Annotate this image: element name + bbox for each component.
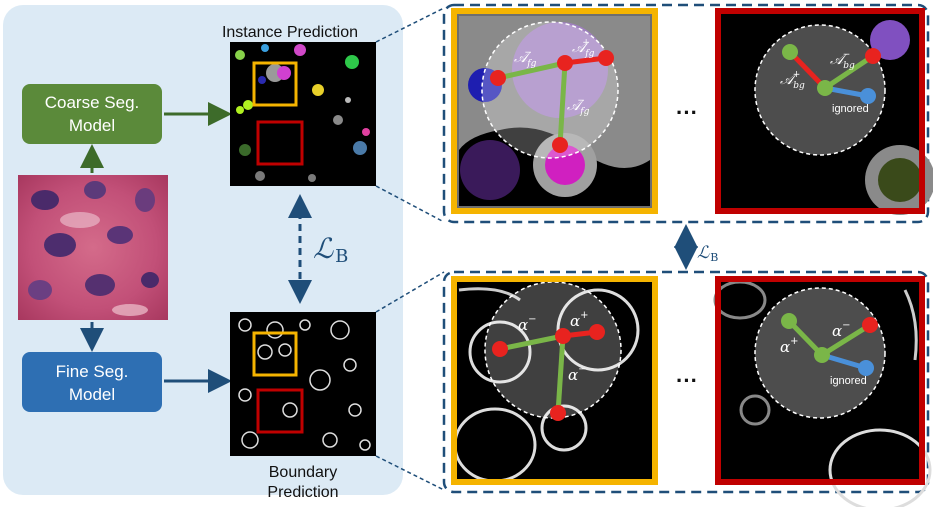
svg-text:𝒜fg−: 𝒜fg− <box>567 96 590 117</box>
zoom-panel-instance <box>442 3 930 224</box>
svg-text:α+: α+ <box>780 336 799 356</box>
ignored-label-top: ignored <box>832 103 869 115</box>
coarse-model-label-1: Coarse Seg. <box>45 93 140 112</box>
boundary-prediction-title-2: Prediction <box>267 484 338 501</box>
svg-text:𝒜fg−: 𝒜fg− <box>514 48 537 69</box>
ellipsis-top: ··· <box>676 100 698 125</box>
fine-model-label-1: Fine Seg. <box>56 362 129 381</box>
svg-text:α+: α+ <box>570 310 589 330</box>
svg-text:𝒜fg+: 𝒜fg+ <box>572 38 595 59</box>
histology-image <box>18 175 168 320</box>
svg-text:α−: α− <box>568 364 587 384</box>
instance-zoom-bg: 𝒜bg+ 𝒜bg− ignored <box>715 8 933 215</box>
fine-seg-model-box: Fine Seg. Model <box>22 352 162 412</box>
boundary-prediction-title-1: Boundary <box>269 464 338 481</box>
boundary-zoom-fg: α− α+ α− <box>451 276 658 485</box>
ignored-label-bottom: ignored <box>830 375 867 387</box>
svg-text:𝒜bg+: 𝒜bg+ <box>780 70 805 91</box>
boundary-zoom-bg: α+ α− ignored <box>713 276 932 507</box>
svg-text:𝒜bg−: 𝒜bg− <box>830 50 855 71</box>
coarse-seg-model-box: Coarse Seg. Model <box>22 84 162 144</box>
fine-model-label-2: Model <box>69 385 115 404</box>
instance-prediction-title: Instance Prediction <box>222 24 358 41</box>
instance-zoom-fg: 𝒜fg− 𝒜fg+ 𝒜fg− <box>451 8 658 214</box>
zoom-panel-boundary <box>442 270 930 494</box>
boundary-prediction-image <box>230 312 376 456</box>
ellipsis-bottom: ··· <box>676 368 698 393</box>
connector-bot-1 <box>375 271 445 313</box>
connector-bot-2 <box>375 455 445 491</box>
connector-top-2 <box>375 185 445 223</box>
svg-text:α−: α− <box>518 314 537 334</box>
instance-prediction-image <box>230 42 376 186</box>
coarse-model-label-2: Model <box>69 116 115 135</box>
loss-label-right: ℒB <box>697 243 718 264</box>
svg-text:α−: α− <box>832 320 851 340</box>
connector-top-1 <box>375 7 445 43</box>
